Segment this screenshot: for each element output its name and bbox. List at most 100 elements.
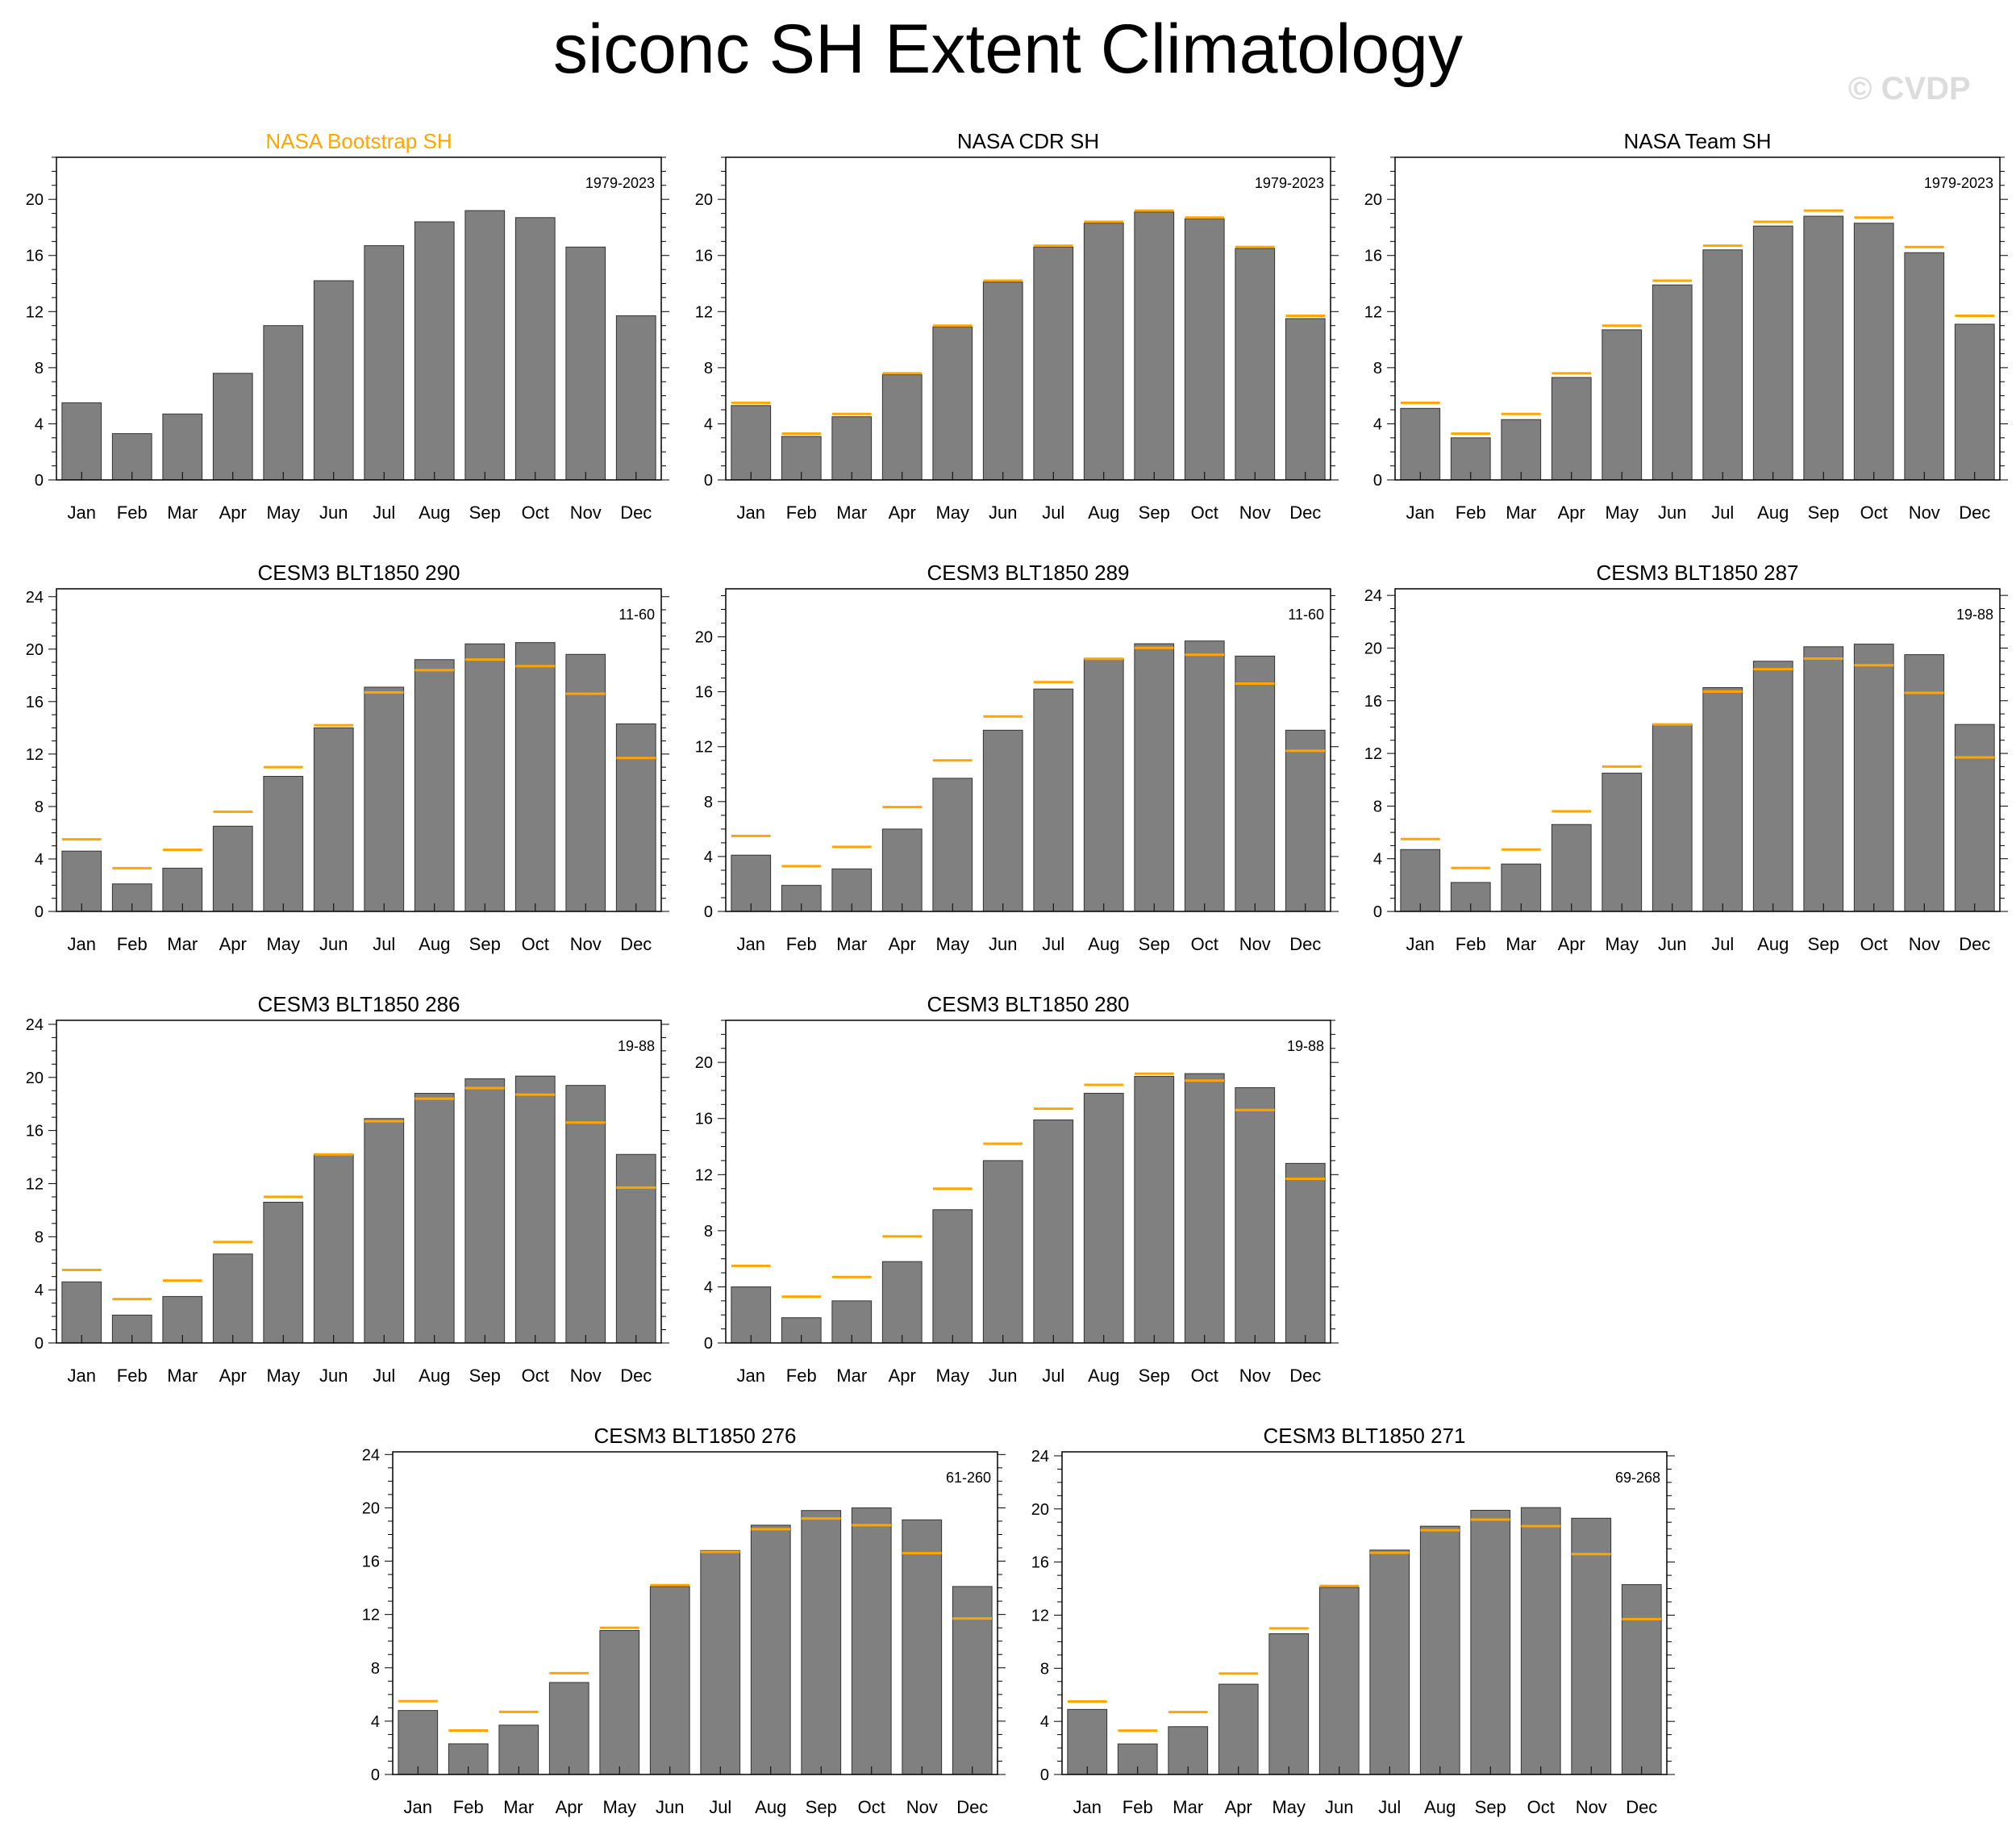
bar [1904, 252, 1945, 481]
x-tick-label: Apr [219, 934, 247, 954]
bar [881, 374, 923, 481]
x-tick-label: Jun [1658, 934, 1686, 954]
x-tick-label: Oct [522, 502, 549, 523]
y-tick-label: 16 [26, 694, 44, 711]
x-tick-label: Mar [1506, 934, 1536, 954]
bar [932, 778, 973, 912]
bar [1621, 1584, 1662, 1775]
x-tick-label: Nov [906, 1797, 938, 1817]
x-tick-label: Dec [1289, 934, 1321, 954]
x-tick-label: Dec [1289, 1366, 1321, 1386]
panel-title: NASA Team SH [1623, 129, 1771, 153]
x-tick-label: Dec [1959, 934, 1990, 954]
y-tick-label: 0 [704, 1335, 713, 1353]
chart-panel: CESM3 BLT1850 280 19-88 0 4 8 12 16 20 Jan Feb Mar… [695, 992, 1339, 1386]
period-label: 19-88 [618, 1038, 655, 1054]
y-tick-label: 16 [26, 1123, 44, 1141]
x-tick-label: Sep [1139, 934, 1170, 954]
x-tick-label: Oct [858, 1797, 885, 1817]
y-tick-label: 4 [35, 851, 44, 869]
bar [464, 643, 506, 912]
x-tick-label: Jul [709, 1797, 731, 1817]
bar [1134, 211, 1175, 481]
bar [1235, 248, 1276, 481]
bar [565, 653, 606, 912]
bar [61, 1281, 102, 1344]
plot-frame [56, 156, 662, 481]
x-tick-label: Dec [1959, 502, 1990, 523]
x-tick-label: Nov [570, 1366, 602, 1386]
x-tick-label: Jun [319, 502, 348, 523]
y-tick-label: 16 [695, 684, 713, 702]
bar [982, 729, 1023, 912]
x-tick-label: Oct [1191, 502, 1218, 523]
x-tick-label: Nov [1576, 1797, 1607, 1817]
x-tick-label: Jun [989, 934, 1017, 954]
x-tick-label: Mar [836, 934, 867, 954]
x-tick-label: Apr [1225, 1797, 1252, 1817]
bar [514, 217, 556, 481]
x-tick-label: Jul [1042, 1366, 1064, 1386]
x-tick-label: Feb [117, 1366, 148, 1386]
x-tick-label: Aug [1088, 1366, 1119, 1386]
x-tick-label: Jan [1073, 1797, 1102, 1817]
y-tick-label: 20 [26, 641, 44, 659]
x-tick-label: Mar [1506, 502, 1536, 523]
x-tick-label: Sep [469, 502, 501, 523]
bar [1235, 1086, 1276, 1344]
x-tick-label: Jul [1042, 502, 1064, 523]
period-label: 19-88 [1956, 607, 1993, 623]
bar [1702, 249, 1743, 481]
y-tick-label: 12 [1364, 303, 1382, 321]
x-tick-label: Jul [1378, 1797, 1401, 1817]
period-label: 11-60 [1288, 607, 1324, 623]
x-tick-label: Aug [419, 502, 450, 523]
bar [1067, 1708, 1108, 1775]
x-tick-label: Jun [989, 1366, 1017, 1386]
x-tick-label: Dec [620, 934, 652, 954]
y-tick-label: 12 [26, 1175, 44, 1193]
x-tick-label: Aug [1424, 1797, 1456, 1817]
y-tick-label: 12 [695, 303, 713, 321]
x-tick-label: Sep [1808, 934, 1839, 954]
bar [1470, 1509, 1511, 1775]
x-tick-label: Aug [755, 1797, 786, 1817]
x-tick-label: Feb [117, 502, 148, 523]
bar [1033, 246, 1074, 481]
plot-frame [56, 588, 662, 912]
bar [952, 1586, 993, 1775]
bar [932, 326, 973, 481]
x-tick-label: Mar [167, 934, 198, 954]
x-tick-label: Jul [1042, 934, 1064, 954]
y-tick-label: 4 [1373, 415, 1382, 433]
y-tick-label: 24 [26, 1016, 44, 1034]
x-tick-label: Sep [1475, 1797, 1506, 1817]
bar [1083, 658, 1124, 912]
y-tick-label: 0 [1373, 472, 1382, 490]
y-tick-label: 24 [1031, 1448, 1049, 1466]
y-tick-label: 8 [704, 1223, 713, 1241]
period-label: 11-60 [619, 607, 655, 623]
y-tick-label: 20 [26, 191, 44, 209]
x-tick-label: Jun [989, 502, 1017, 523]
period-label: 1979-2023 [1255, 175, 1324, 191]
bar [364, 1118, 405, 1344]
x-tick-label: Feb [786, 1366, 817, 1386]
y-tick-label: 20 [1364, 191, 1382, 209]
chart-panel: NASA Bootstrap SH 1979-2023 0 4 8 12 16 20 Jan Fe… [26, 129, 669, 523]
y-tick-label: 4 [371, 1713, 380, 1731]
x-tick-label: Feb [786, 934, 817, 954]
bar [1184, 640, 1225, 912]
y-tick-label: 16 [1364, 248, 1382, 265]
bar [1652, 724, 1693, 912]
chart-panel: CESM3 BLT1850 286 19-88 0 4 8 12 16 20 24 Jan Feb M… [26, 992, 669, 1386]
x-tick-label: Nov [1239, 934, 1271, 954]
bar [649, 1586, 690, 1775]
x-tick-label: Apr [1558, 502, 1585, 523]
panel-title: CESM3 BLT1850 290 [258, 561, 460, 585]
x-tick-label: Jun [319, 934, 348, 954]
x-tick-label: Aug [1757, 934, 1789, 954]
chart-panel: NASA CDR SH 1979-2023 0 4 8 12 16 20 Jan Feb Mar Ap… [695, 129, 1339, 523]
x-tick-label: Jun [319, 1366, 348, 1386]
plot-frame [1061, 1451, 1668, 1775]
